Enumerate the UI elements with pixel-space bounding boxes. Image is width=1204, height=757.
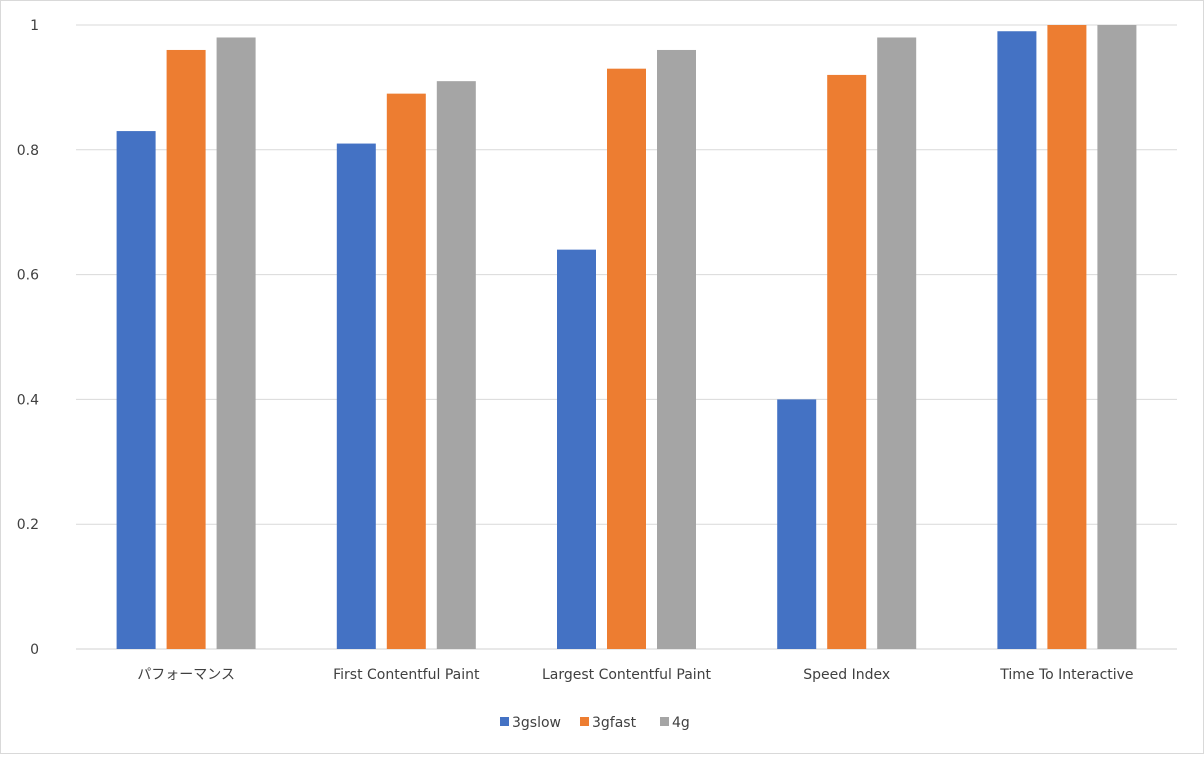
bar-3gslow (336, 143, 376, 649)
bar-4g (216, 37, 256, 650)
bar-4g (877, 37, 917, 650)
x-category-label: Largest Contentful Paint (542, 667, 712, 683)
x-category-label: パフォーマンス (137, 667, 235, 683)
legend-swatch-3gfast (580, 717, 589, 726)
bar-3gfast (166, 49, 206, 649)
bar-3gfast (386, 93, 426, 649)
legend-label: 3gslow (512, 715, 561, 731)
y-axis-ticks: 0 0.2 0.4 0.6 0.8 1 (17, 18, 39, 658)
y-tick-label: 0 (30, 642, 39, 658)
bar-3gslow (997, 31, 1037, 650)
bar-4g (1097, 25, 1137, 649)
y-tick-label: 0.8 (17, 143, 39, 159)
bar-3gfast (607, 68, 646, 650)
legend-swatch-4g (660, 717, 669, 726)
x-category-label: First Contentful Paint (333, 667, 480, 683)
y-tick-label: 0.4 (17, 392, 39, 408)
legend-label: 3gfast (592, 715, 637, 731)
x-axis-labels: パフォーマンス First Contentful Paint Largest Con… (137, 667, 1133, 683)
x-category-label: Time To Interactive (999, 667, 1133, 683)
x-category-label: Speed Index (803, 667, 890, 683)
legend: 3gslow 3gfast 4g (500, 715, 690, 731)
legend-label: 4g (672, 715, 690, 731)
bar-3gfast (1047, 25, 1087, 649)
y-tick-label: 0.2 (17, 517, 39, 533)
bar-3gslow (557, 249, 596, 649)
bar-4g (657, 49, 696, 649)
y-tick-label: 1 (30, 18, 39, 34)
bars (116, 25, 1137, 650)
bar-3gslow (116, 131, 156, 649)
legend-swatch-3gslow (500, 717, 509, 726)
bar-3gslow (777, 399, 817, 649)
y-tick-label: 0.6 (17, 268, 39, 284)
bar-3gfast (827, 74, 867, 650)
bar-4g (436, 81, 476, 649)
